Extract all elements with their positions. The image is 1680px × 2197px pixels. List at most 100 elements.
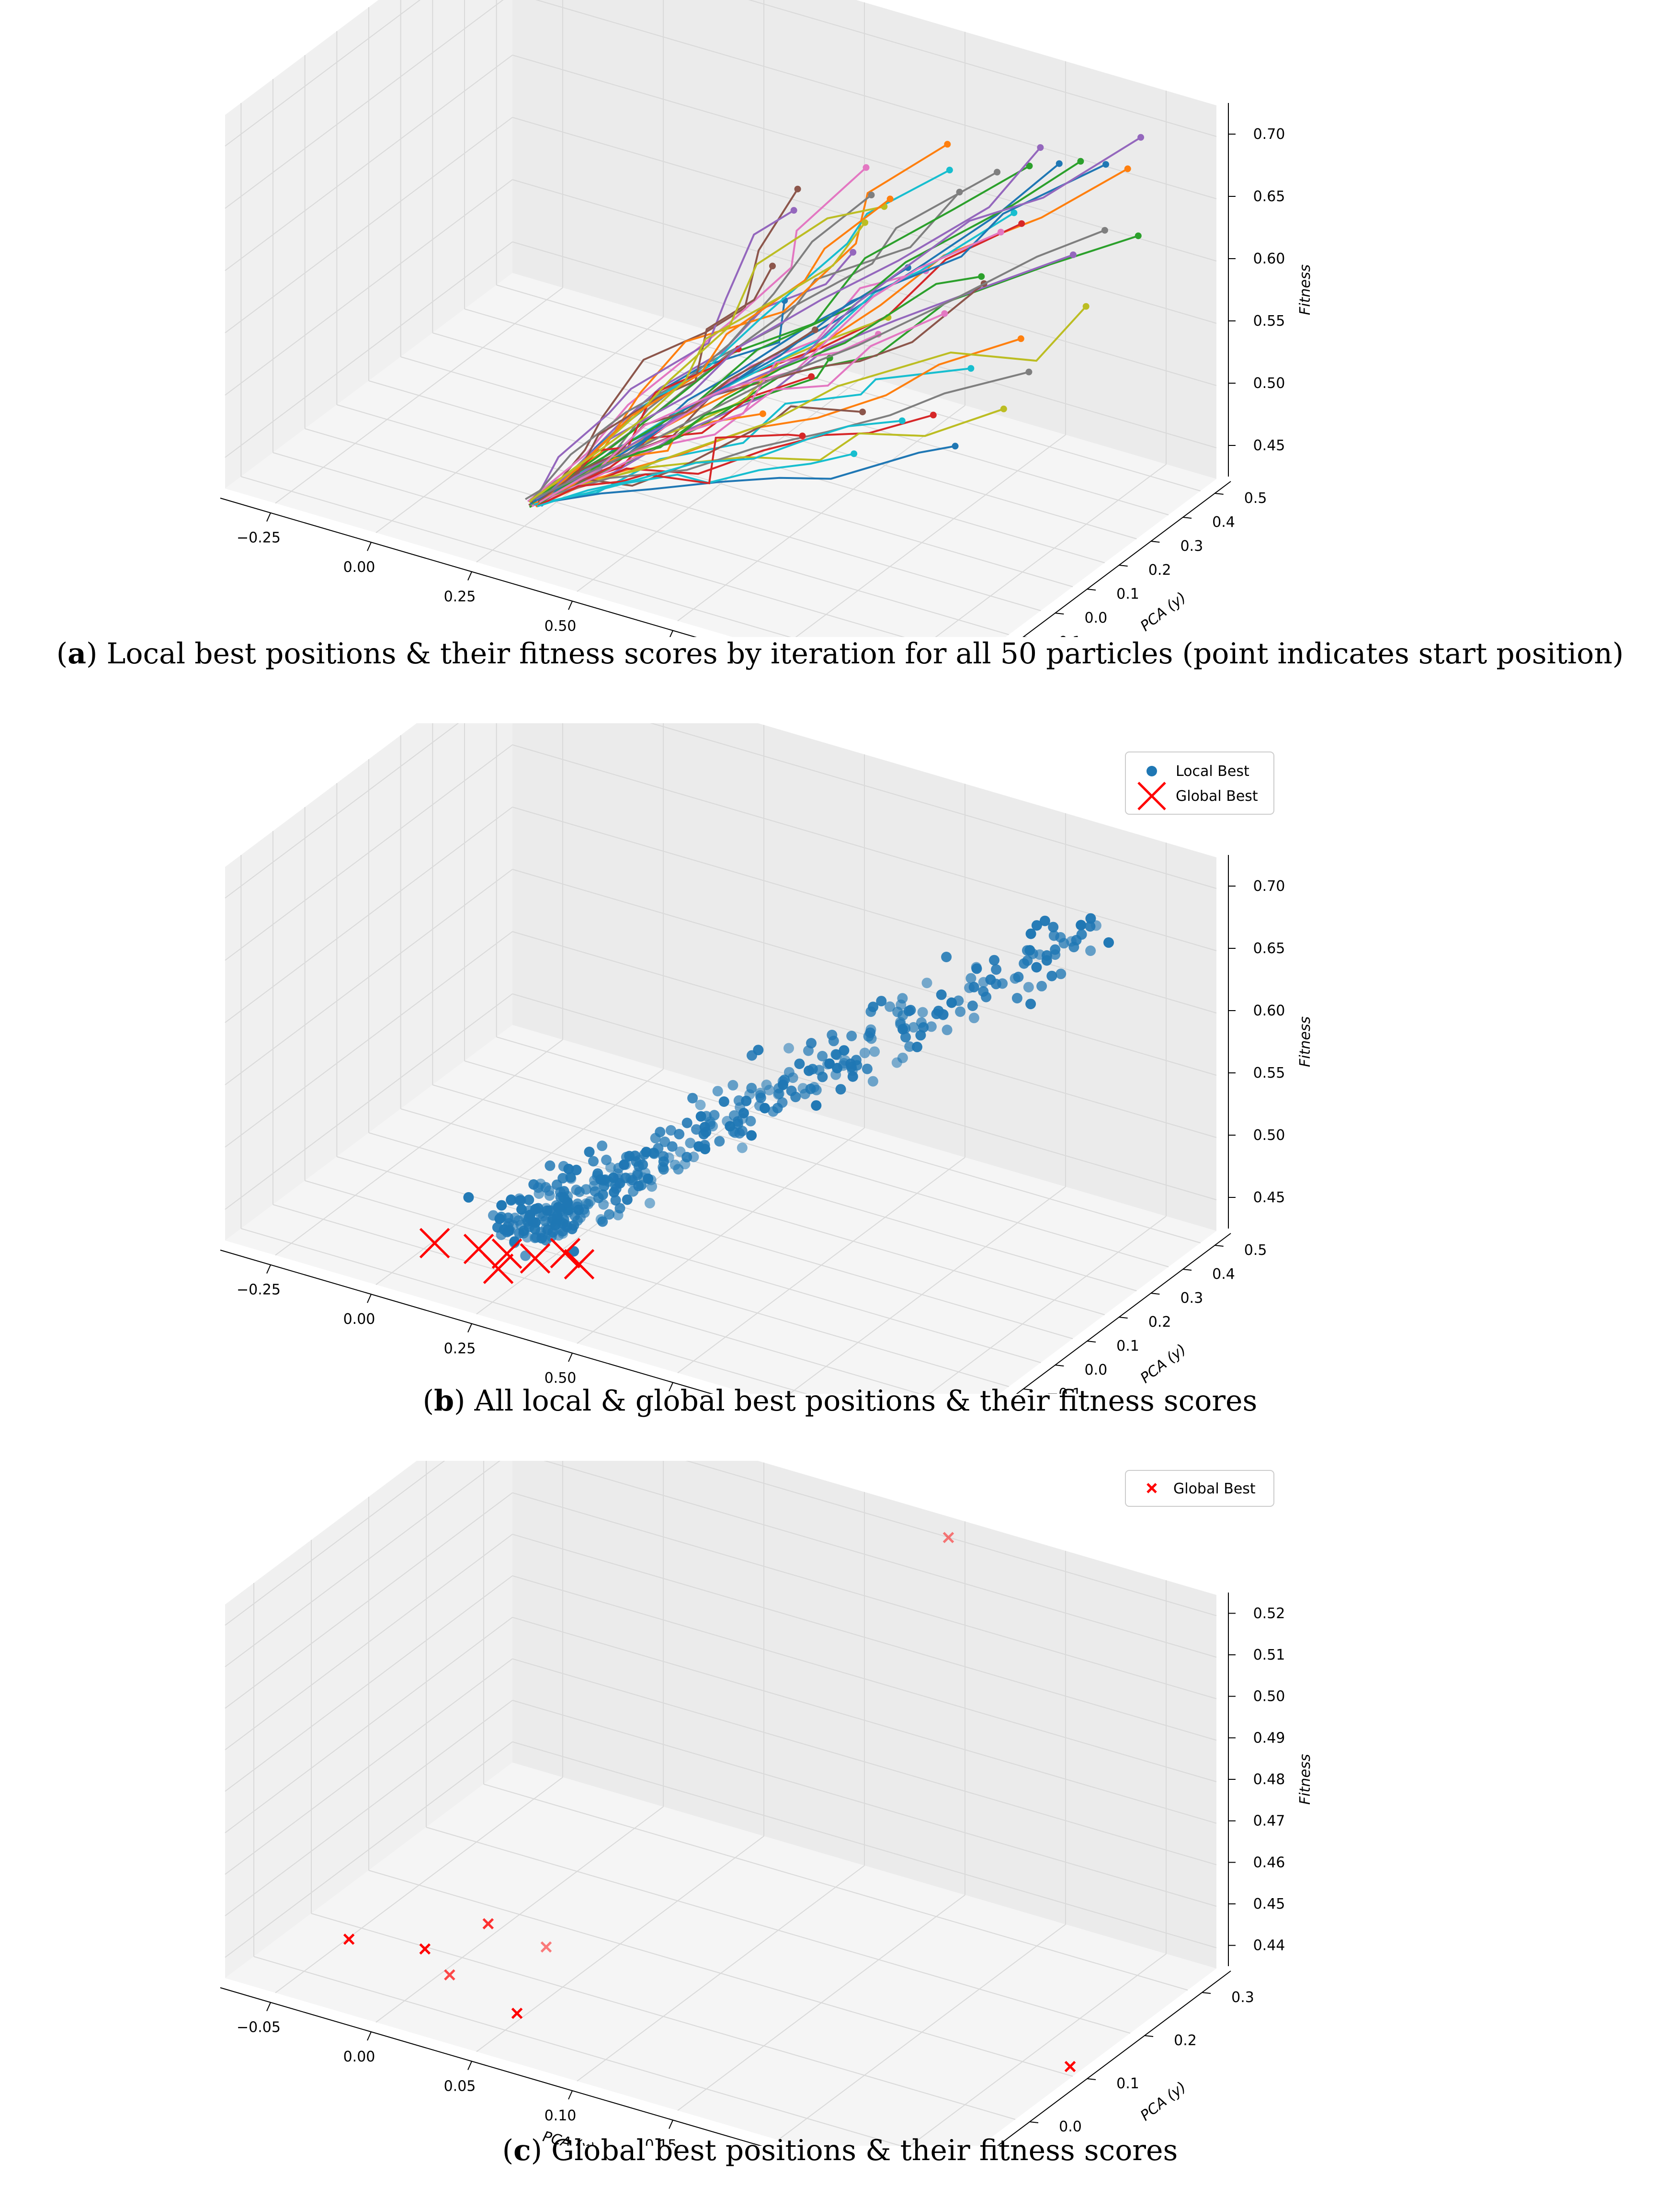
z-tick-label: 0.50: [1253, 1688, 1285, 1705]
z-tick-label: 0.45: [1253, 1189, 1285, 1206]
x-tick-mark: [568, 1353, 573, 1362]
y-tick-mark: [1023, 1389, 1032, 1390]
local-best-point: [835, 1084, 846, 1095]
particle-start-point: [946, 167, 953, 174]
local-best-point: [967, 1001, 978, 1011]
particle-trajectory: [535, 198, 891, 508]
local-best-point: [569, 1210, 580, 1221]
back-grid-z: [512, 993, 1217, 1200]
local-best-point: [695, 1099, 706, 1110]
y-tick-mark: [1119, 1317, 1128, 1319]
local-best-point: [938, 1009, 949, 1020]
local-best-point: [688, 1151, 699, 1162]
particle-start-point: [811, 326, 818, 333]
particle-start-point: [850, 249, 857, 256]
local-best-point: [744, 1089, 755, 1100]
local-best-point: [865, 1006, 876, 1017]
local-best-point: [1056, 968, 1067, 979]
particle-start-point: [1135, 232, 1142, 239]
local-best-point: [900, 1032, 911, 1043]
local-best-point: [674, 1128, 685, 1139]
back-grid-z: [685, 1461, 1217, 1616]
local-best-point: [804, 1065, 815, 1076]
z-tick-label: 0.49: [1253, 1730, 1285, 1746]
y-tick-mark: [1055, 613, 1064, 615]
local-best-point: [859, 1047, 870, 1059]
local-best-point: [558, 1214, 569, 1225]
back-grid-z: [512, 869, 1217, 1076]
particle-start-point: [944, 141, 951, 148]
local-best-point: [494, 1213, 505, 1224]
local-best-point: [648, 1148, 659, 1159]
particle-start-point: [1077, 158, 1084, 165]
local-best-point: [903, 1005, 914, 1016]
global-best-point: [511, 2007, 523, 2019]
local-best-point: [516, 1204, 527, 1215]
z-tick-label: 0.51: [1253, 1647, 1285, 1663]
local-best-point: [613, 1209, 624, 1220]
z-tick-label: 0.55: [1253, 313, 1285, 330]
floor-grid-y: [305, 428, 1009, 635]
marker-stroke: [511, 2007, 523, 2019]
y-tick-mark: [1182, 1269, 1192, 1271]
local-best-point: [1019, 958, 1030, 969]
z-axis-label: Fitness: [1297, 1016, 1314, 1067]
local-best-point: [544, 1185, 555, 1196]
local-best-point: [626, 1176, 637, 1187]
floor-grid-y: [241, 1228, 808, 1394]
legend-global-best-label: Global Best: [1173, 1480, 1256, 1497]
particle-start-point: [886, 195, 894, 203]
floor-grid-y: [253, 1956, 902, 2146]
local-best-point: [1085, 945, 1096, 956]
marker-stroke: [483, 1253, 514, 1284]
global-best-point: [942, 1532, 954, 1543]
floor-grid-y: [464, 1060, 1169, 1267]
y-tick-label: 0.5: [1244, 1242, 1267, 1259]
left-grid-z: [225, 1741, 513, 1958]
floor-grid-y: [311, 1913, 1016, 2120]
particle-trajectory: [537, 433, 803, 507]
particle-start-point: [956, 189, 963, 196]
local-best-point: [809, 1081, 819, 1093]
x-tick-mark: [266, 1264, 271, 1274]
local-best-point: [520, 1250, 531, 1261]
floor-pane: [225, 1025, 1216, 1394]
local-best-point: [921, 978, 932, 989]
local-best-point: [1011, 993, 1022, 1003]
local-best-point: [725, 1121, 736, 1132]
x-tick-label: −0.25: [237, 530, 281, 546]
local-best-point: [755, 1093, 766, 1103]
z-axis-label: Fitness: [1297, 264, 1314, 315]
chart-c: −0.050.000.050.100.150.200.25−0.10.00.10…: [220, 1461, 1314, 2146]
local-best-point: [1023, 982, 1034, 993]
local-best-point: [941, 952, 952, 962]
caption-a: (a) Local best positions & their fitness…: [56, 637, 1624, 671]
local-best-point: [523, 1195, 534, 1206]
particle-start-point: [794, 185, 801, 193]
particle-start-point: [859, 409, 866, 416]
local-best-point: [814, 1065, 825, 1076]
global-best-marker: [491, 1238, 522, 1269]
y-tick-label: 0.3: [1231, 1989, 1254, 2006]
particle-start-point: [978, 273, 985, 280]
caption-b-letter: b: [434, 1384, 454, 1418]
caption-a-text: Local best positions & their fitness sco…: [106, 637, 1624, 671]
back-grid-z: [512, 1492, 1217, 1699]
particle-start-point: [1124, 165, 1131, 172]
local-best-point: [547, 1227, 558, 1238]
y-tick-mark: [1087, 1341, 1096, 1343]
x-tick-label: 0.00: [343, 559, 375, 576]
local-best-point: [589, 1181, 600, 1191]
marker-stroke: [1137, 782, 1166, 810]
x-tick-mark: [568, 2090, 573, 2100]
x-tick-label: −0.05: [237, 2019, 281, 2036]
local-best-point: [800, 1089, 810, 1099]
floor-grid-y: [496, 285, 1201, 491]
local-best-point: [563, 1163, 574, 1174]
back-grid-z: [512, 1616, 1217, 1824]
y-tick-label: 0.0: [1084, 1362, 1107, 1378]
local-best-point: [733, 1095, 744, 1106]
local-best-point: [509, 1237, 520, 1248]
particle-trajectory: [539, 231, 1001, 503]
local-best-point: [644, 1198, 655, 1208]
